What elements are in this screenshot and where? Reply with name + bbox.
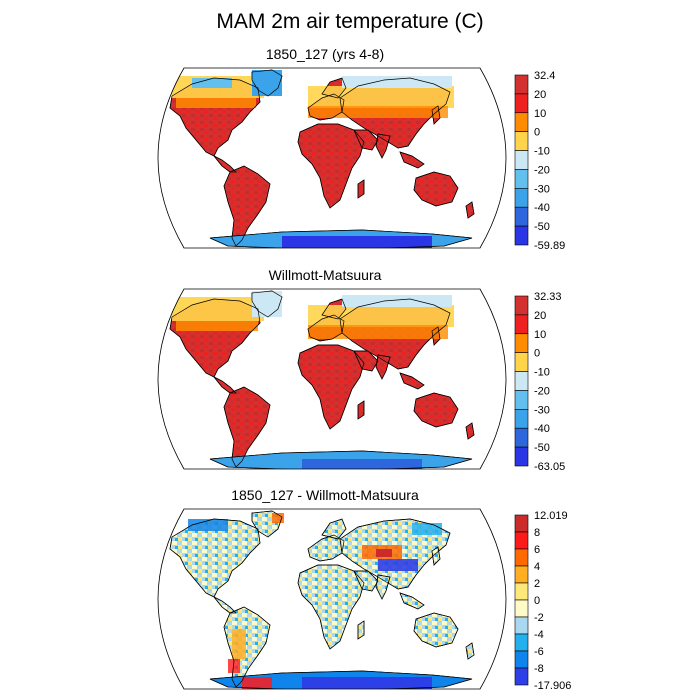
- colorbar-swatch: [514, 667, 529, 686]
- colorbar-label: 32.33: [534, 291, 562, 303]
- colorbar-swatch: [514, 427, 529, 448]
- colorbar-label: -30: [534, 183, 550, 195]
- colorbar-swatch: [514, 633, 529, 652]
- colorbar-swatch: [514, 352, 529, 372]
- colorbar-label: 8: [534, 527, 540, 539]
- colorbar-label: -4: [534, 629, 544, 641]
- figure-title: MAM 2m air temperature (C): [216, 10, 484, 33]
- colorbar-swatch: [514, 650, 529, 669]
- colorbar-swatch: [514, 150, 529, 170]
- colorbar-swatch: [514, 548, 529, 567]
- colorbar-label: -40: [534, 423, 550, 435]
- colorbar-label: 20: [534, 89, 546, 101]
- colorbar-swatch: [514, 169, 529, 189]
- panel-2-colorbar: 32.33 20 10 0 -10 -20 -30 -40 -50 -63.05: [514, 291, 565, 473]
- colorbar-label: 0: [534, 127, 540, 139]
- colorbar-label: -40: [534, 202, 550, 214]
- colorbar-label: -59.89: [534, 240, 565, 252]
- colorbar-swatch: [514, 616, 529, 635]
- colorbar-swatch: [514, 295, 529, 316]
- colorbar-swatch: [514, 446, 529, 467]
- colorbar-swatch: [514, 531, 529, 550]
- colorbar-label: -50: [534, 442, 550, 454]
- colorbar-label: -6: [534, 646, 544, 658]
- colorbar-label: -10: [534, 146, 550, 158]
- panel-1-map: [157, 67, 507, 249]
- colorbar-label: 10: [534, 108, 546, 120]
- colorbar-swatch: [514, 390, 529, 410]
- panel-3-map: [157, 508, 507, 690]
- colorbar-swatch: [514, 225, 529, 246]
- colorbar-swatch: [514, 409, 529, 429]
- colorbar-swatch: [514, 206, 529, 227]
- colorbar-label: 12.019: [534, 510, 568, 522]
- colorbar-label: -8: [534, 663, 544, 675]
- panel-1-title: 1850_127 (yrs 4-8): [265, 46, 385, 62]
- panel-3-title: 1850_127 - Willmott-Matsuura: [231, 487, 419, 503]
- colorbar-swatch: [514, 314, 529, 335]
- colorbar-label: 6: [534, 544, 540, 556]
- colorbar-label: -30: [534, 404, 550, 416]
- colorbar-label: 0: [534, 348, 540, 360]
- panel-3-colorbar: 12.019 8 6 4 2 0 -2 -4 -6 -8 -17.906: [514, 510, 571, 692]
- colorbar-swatch: [514, 582, 529, 601]
- colorbar-swatch: [514, 131, 529, 151]
- colorbar-label: 0: [534, 595, 540, 607]
- colorbar-label: -2: [534, 612, 544, 624]
- colorbar-label: 4: [534, 561, 540, 573]
- colorbar-label: 2: [534, 578, 540, 590]
- colorbar-label: -17.906: [534, 680, 571, 692]
- colorbar-swatch: [514, 514, 529, 533]
- colorbar-swatch: [514, 112, 529, 132]
- colorbar-label: -20: [534, 385, 550, 397]
- colorbar-swatch: [514, 371, 529, 391]
- colorbar-label: 20: [534, 310, 546, 322]
- colorbar-label: -50: [534, 221, 550, 233]
- colorbar-swatch: [514, 565, 529, 584]
- colorbar-swatch: [514, 93, 529, 114]
- colorbar-swatch: [514, 599, 529, 618]
- colorbar-swatch: [514, 333, 529, 353]
- panel-2-map: [157, 288, 507, 470]
- panel-1-colorbar: 32.4 20 10 0 -10 -20 -30 -40 -50 -59.89: [514, 70, 565, 252]
- colorbar-label: -10: [534, 367, 550, 379]
- colorbar-label: 32.4: [534, 70, 555, 82]
- colorbar-label: 10: [534, 329, 546, 341]
- colorbar-swatch: [514, 188, 529, 208]
- panel-2-title: Willmott-Matsuura: [268, 267, 382, 283]
- colorbar-label: -63.05: [534, 461, 565, 473]
- colorbar-label: -20: [534, 164, 550, 176]
- colorbar-swatch: [514, 74, 529, 95]
